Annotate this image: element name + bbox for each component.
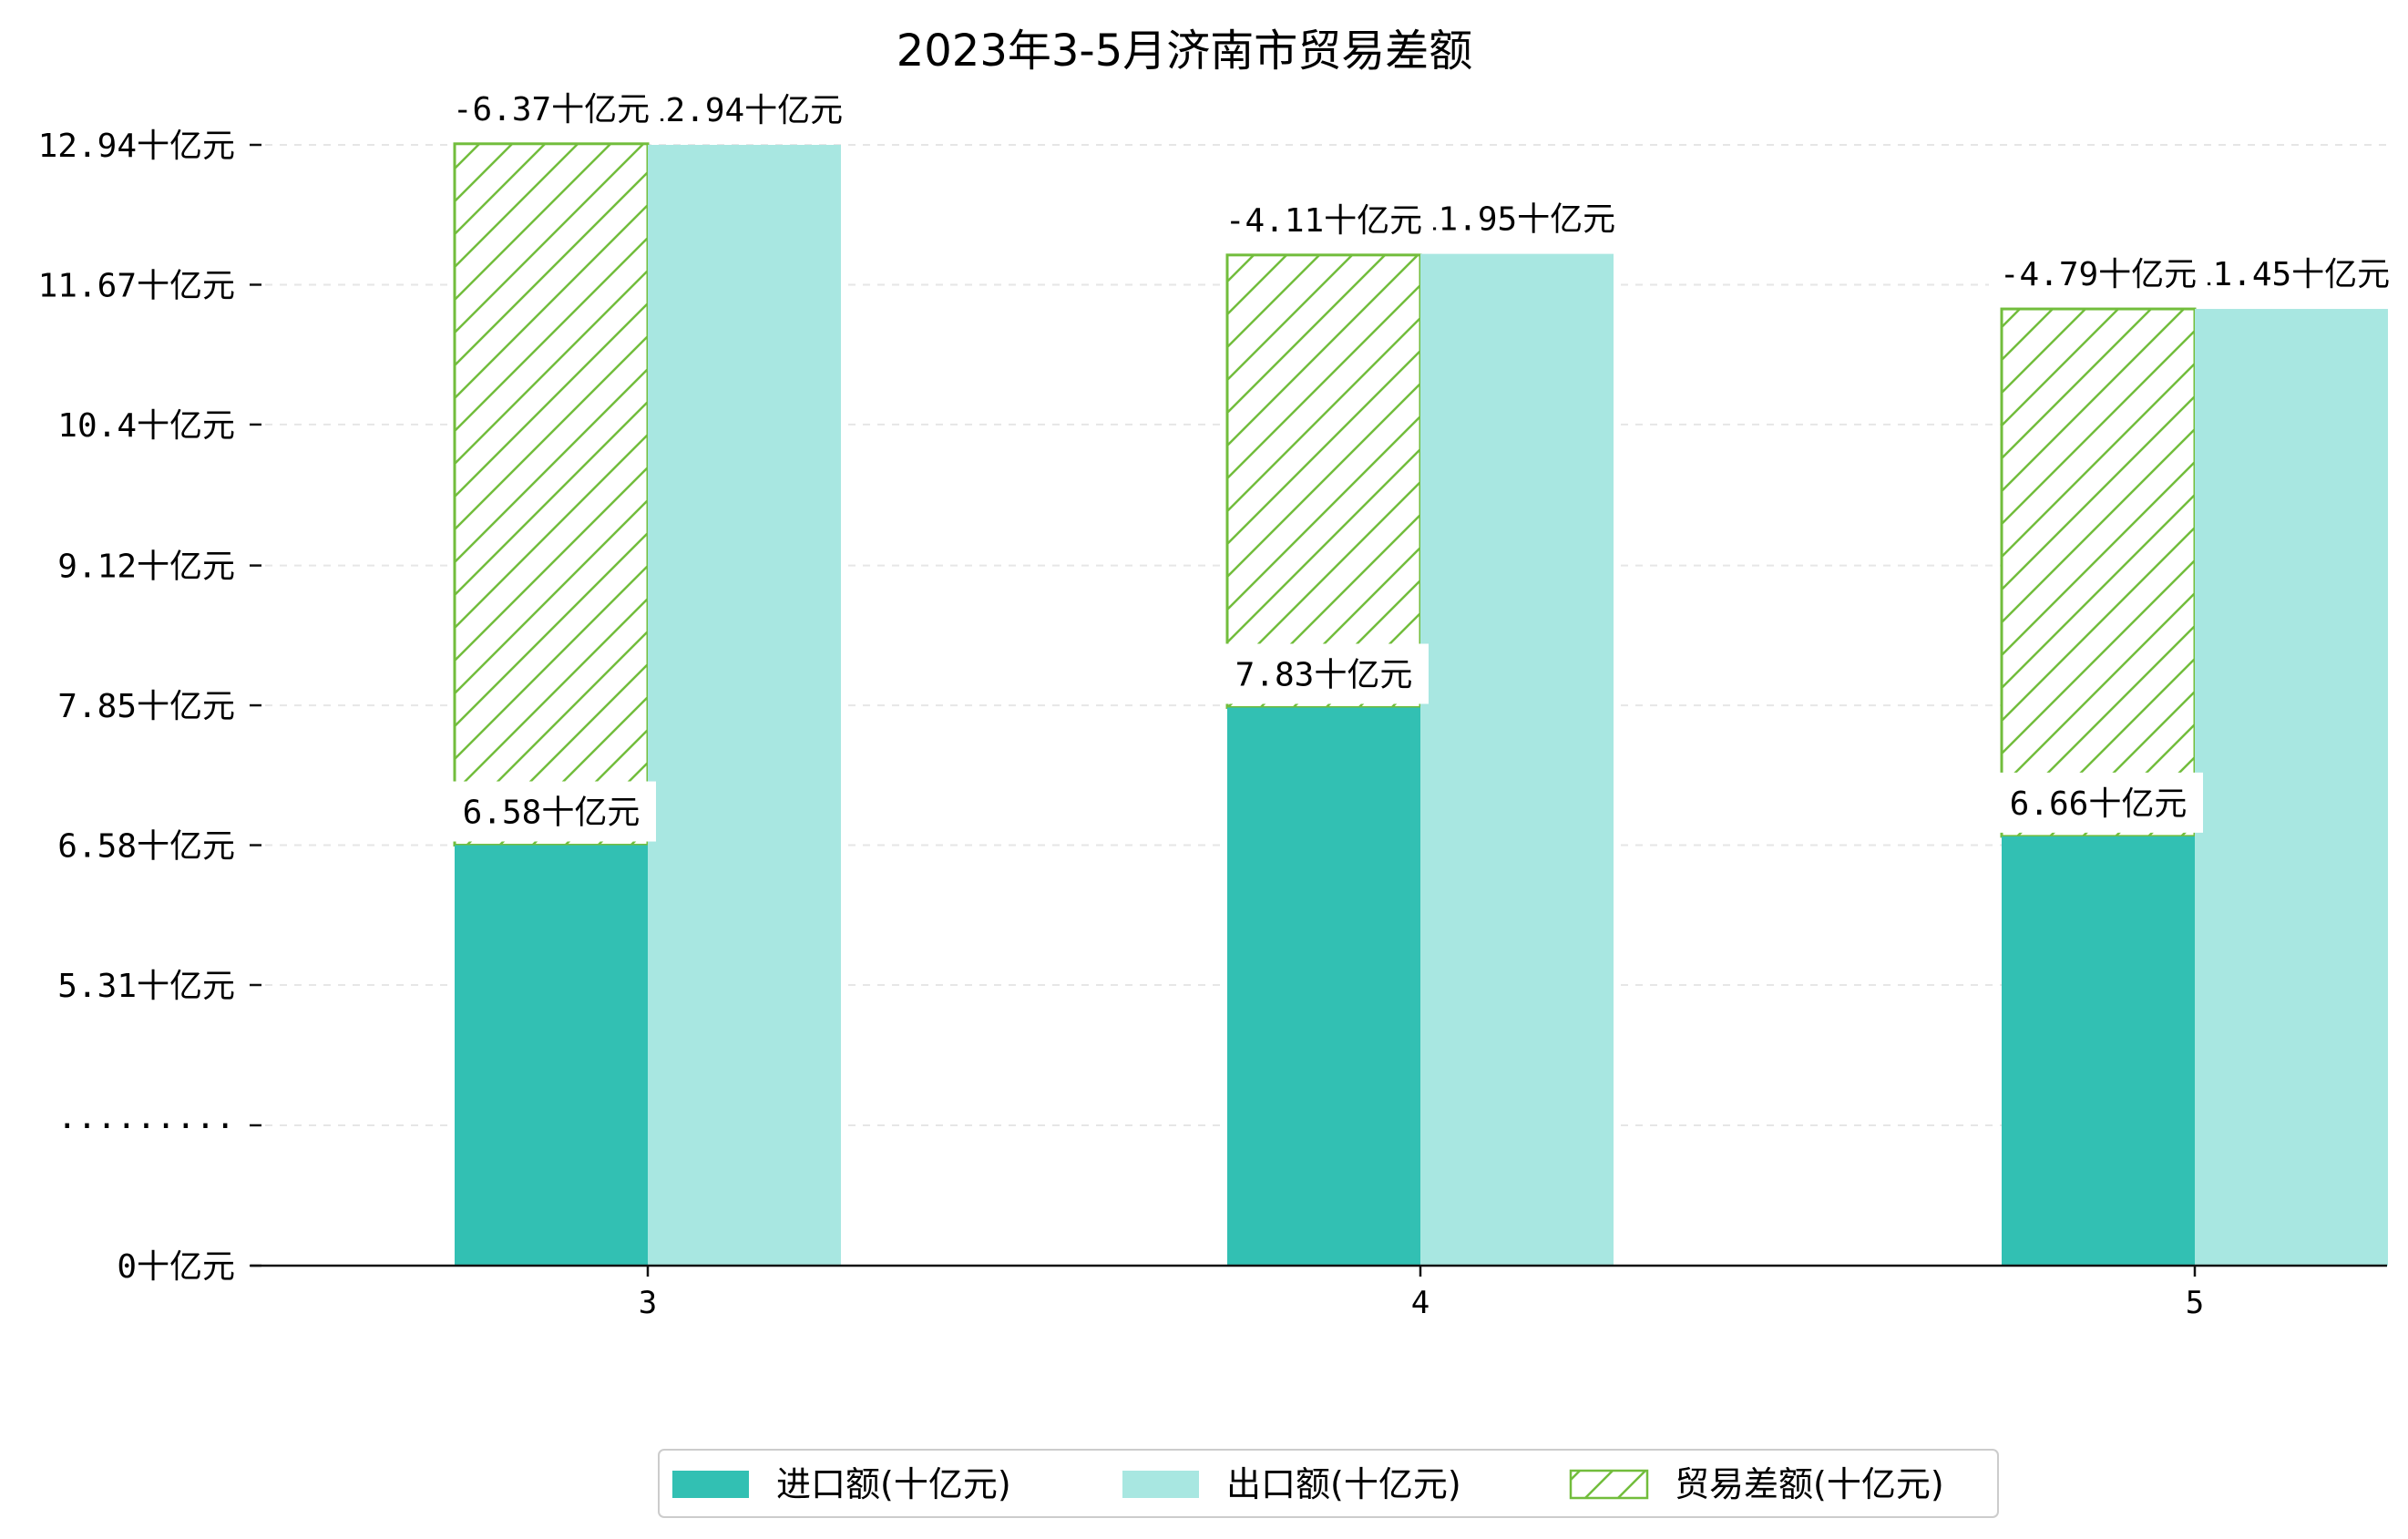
legend-swatch-balance <box>1569 1469 1649 1500</box>
legend-swatch-imports <box>672 1471 749 1498</box>
data-label: 6.58十亿元 <box>463 795 640 832</box>
data-label: 12.94十亿元 <box>646 92 843 129</box>
y-tick-label: 11.67十亿元 <box>38 267 235 304</box>
bar-exports <box>1420 253 1614 1267</box>
x-tick-label: 4 <box>1411 1285 1429 1321</box>
data-label: -4.11十亿元 <box>1225 202 1422 240</box>
bar-trade-balance <box>2000 307 2197 838</box>
y-tick-label: ········· <box>57 1108 235 1145</box>
data-label: 11.95十亿元 <box>1419 201 1615 239</box>
y-tick-label: 5.31十亿元 <box>57 968 235 1005</box>
x-tick-label: 3 <box>639 1285 657 1321</box>
y-tick-label: 0十亿元 <box>117 1248 235 1286</box>
y-tick-label: 7.85十亿元 <box>57 688 235 725</box>
y-tick-label: 9.12十亿元 <box>57 549 235 586</box>
data-label-box <box>1440 188 1611 249</box>
data-label: 7.83十亿元 <box>1235 656 1413 693</box>
legend-label-imports: 进口额(十亿元) <box>776 1464 1011 1504</box>
bar-imports <box>2002 836 2195 1266</box>
bar-imports <box>455 845 648 1266</box>
data-label-box <box>667 79 838 139</box>
bars <box>453 142 2388 1267</box>
y-tick-label: 10.4十亿元 <box>57 407 235 445</box>
chart-title: 2023年3-5月济南市贸易差额 <box>897 26 1473 77</box>
data-label: 11.45十亿元 <box>2193 256 2390 293</box>
y-tick-label: 12.94十亿元 <box>38 128 235 165</box>
y-tick-label: 6.58十亿元 <box>57 828 235 866</box>
data-label-box <box>2214 243 2385 304</box>
y-axis: 0十亿元 ········· 5.31十亿元 6.58十亿元 7.85十亿元 9.12十亿… <box>38 128 261 1286</box>
bar-exports <box>2195 309 2388 1266</box>
bar-trade-balance <box>453 142 650 847</box>
x-axis: 3 4 5 <box>251 1264 2387 1321</box>
legend: 进口额(十亿元) 出口额(十亿元) 贸易差额(十亿元) <box>658 1449 1999 1518</box>
data-label: -4.79十亿元 <box>2000 256 2197 293</box>
data-label-box <box>442 77 661 139</box>
legend-swatch-exports <box>1122 1471 1199 1498</box>
data-label-box <box>1993 772 2203 833</box>
data-label-box <box>446 781 656 842</box>
data-labels: 12.94十亿元 6.58十亿元 -6.37十亿元 11.95十亿元 7.83十亿元 -4… <box>442 77 2390 842</box>
legend-frame <box>658 1449 1999 1518</box>
data-label-box <box>1214 189 1433 250</box>
data-label-box <box>1219 643 1429 704</box>
data-label-box <box>1989 243 2208 304</box>
x-tick-label: 5 <box>2186 1285 2204 1321</box>
bar-imports <box>1227 707 1420 1266</box>
legend-label-balance: 贸易差额(十亿元) <box>1675 1464 1944 1504</box>
data-label: 6.66十亿元 <box>2010 785 2188 823</box>
bar-trade-balance <box>1225 253 1422 709</box>
legend-label-exports: 出口额(十亿元) <box>1226 1464 1461 1504</box>
bar-exports <box>648 145 841 1266</box>
data-label: -6.37十亿元 <box>453 91 650 128</box>
